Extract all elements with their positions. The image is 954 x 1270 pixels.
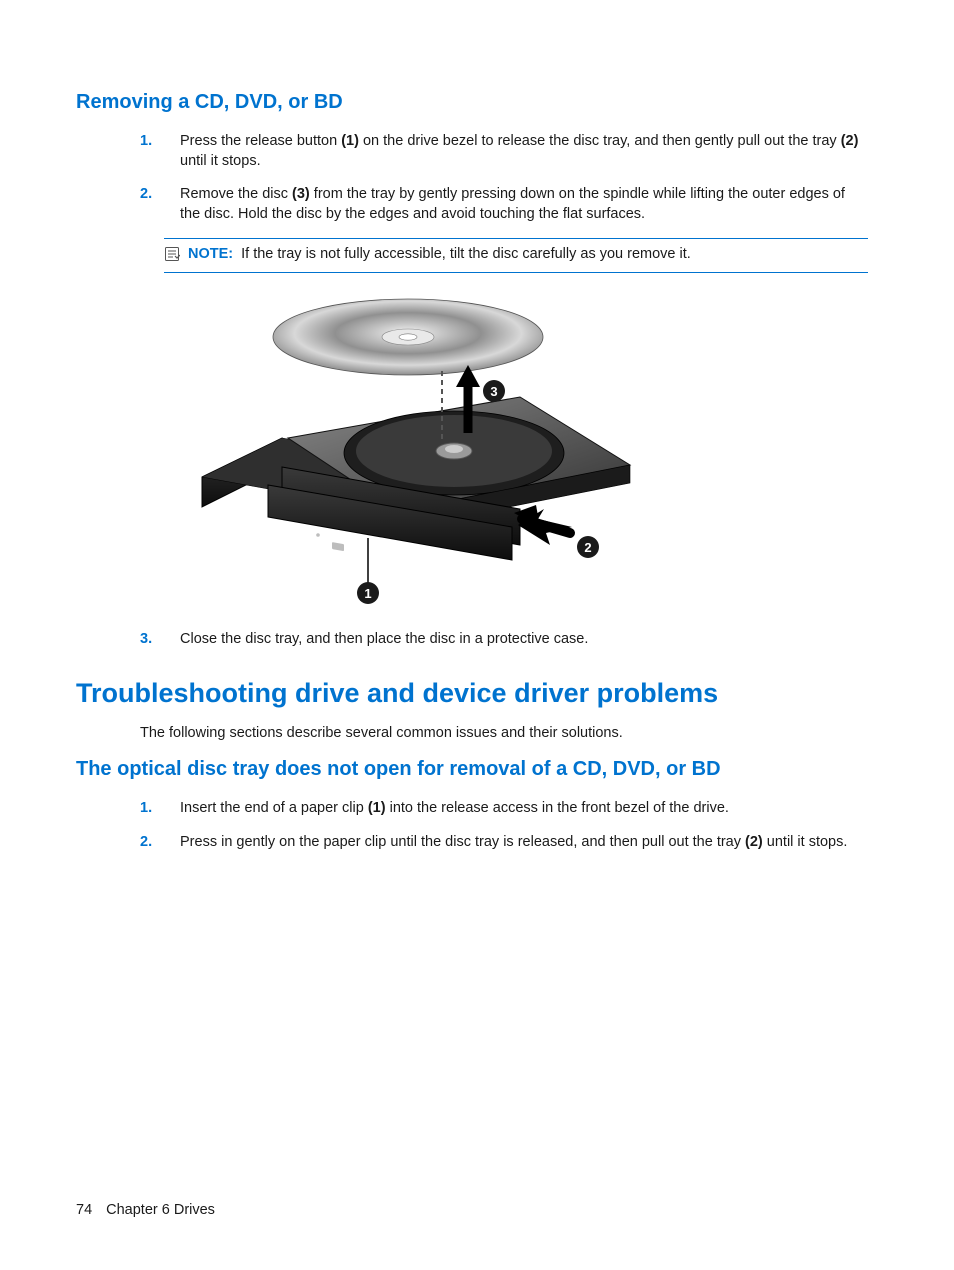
section-heading-troubleshooting: Troubleshooting drive and device driver …: [76, 677, 878, 709]
note-content: NOTE:If the tray is not fully accessible…: [188, 245, 868, 265]
step-text: Remove the disc (3) from the tray by gen…: [180, 185, 868, 224]
step-text: Close the disc tray, and then place the …: [180, 630, 868, 650]
note-icon: [164, 246, 180, 262]
step-text: Press in gently on the paper clip until …: [180, 833, 868, 853]
note-label: NOTE:: [188, 246, 233, 262]
step-1-2: 2. Remove the disc (3) from the tray by …: [140, 185, 868, 224]
step-text: Press the release button (1) on the driv…: [180, 132, 868, 171]
step-3-2: 2. Press in gently on the paper clip unt…: [140, 833, 868, 853]
section-heading-removing: Removing a CD, DVD, or BD: [76, 90, 878, 114]
step-text: Insert the end of a paper clip (1) into …: [180, 799, 868, 819]
svg-text:1: 1: [364, 586, 371, 601]
section-heading-tray-not-open: The optical disc tray does not open for …: [76, 757, 878, 781]
steps-list-3: 1. Insert the end of a paper clip (1) in…: [140, 799, 868, 852]
steps-list-1: 1. Press the release button (1) on the d…: [140, 132, 868, 224]
intro-paragraph: The following sections describe several …: [140, 724, 868, 744]
step-number: 1.: [140, 132, 180, 171]
step-1-3: 3. Close the disc tray, and then place t…: [140, 630, 868, 650]
svg-text:2: 2: [584, 540, 591, 555]
svg-text:3: 3: [490, 384, 497, 399]
step-number: 2.: [140, 185, 180, 224]
step-1-1: 1. Press the release button (1) on the d…: [140, 132, 868, 171]
page-footer: 74 Chapter 6 Drives: [76, 1202, 215, 1218]
page-number: 74: [76, 1202, 92, 1218]
step-3-1: 1. Insert the end of a paper clip (1) in…: [140, 799, 868, 819]
step-number: 1.: [140, 799, 180, 819]
note-callout: NOTE:If the tray is not fully accessible…: [164, 238, 868, 273]
steps-list-1b: 3. Close the disc tray, and then place t…: [140, 630, 868, 650]
step-number: 2.: [140, 833, 180, 853]
disc-tray-figure: 1 2 3: [190, 295, 660, 607]
chapter-label: Chapter 6 Drives: [106, 1202, 215, 1218]
step-number: 3.: [140, 630, 180, 650]
